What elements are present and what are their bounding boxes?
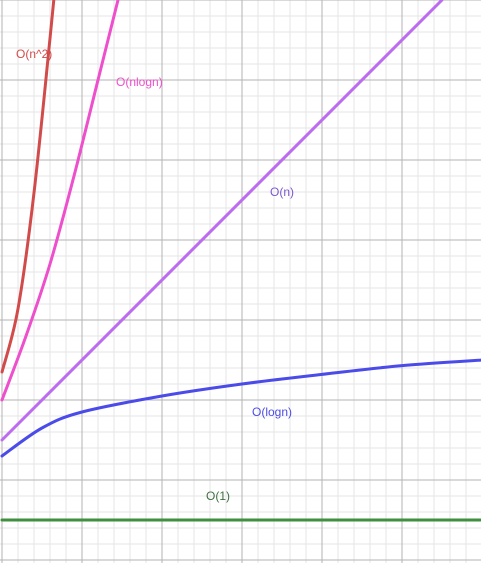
label-o-1: O(1) [206,489,230,503]
label-o-logn: O(logn) [252,405,292,419]
label-layer: O(n^2) O(nlogn) O(n) O(logn) O(1) [16,47,294,503]
series-line-nlogn [0,0,120,402]
label-o-n: O(n) [270,185,294,199]
label-o-n2: O(n^2) [16,47,52,61]
series-layer [0,0,481,522]
series-line-n [0,0,444,442]
series-line-logn [0,358,481,458]
label-o-nlogn: O(nlogn) [116,75,163,89]
series-line-n2 [0,0,56,374]
